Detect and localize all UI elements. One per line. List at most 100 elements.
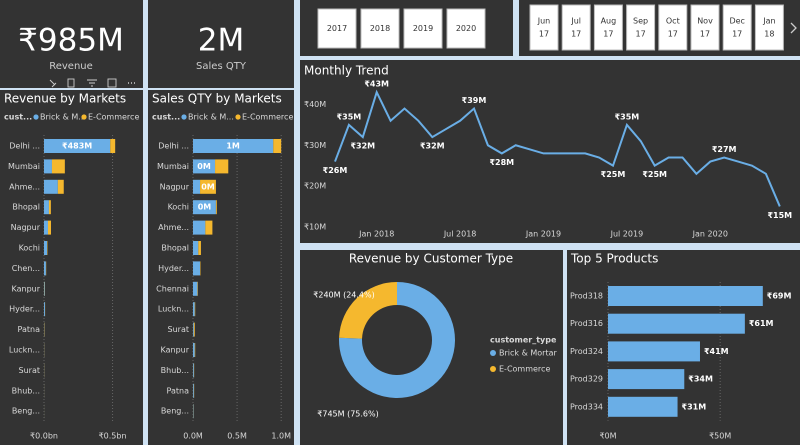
x-tick-label: ₹50M bbox=[709, 432, 731, 441]
bar bbox=[44, 200, 49, 215]
donut-slice bbox=[339, 282, 455, 399]
y-tick-label: Prod316 bbox=[570, 319, 603, 328]
bar bbox=[193, 139, 274, 153]
kpi-value: ₹985M bbox=[18, 23, 124, 59]
bar bbox=[193, 322, 195, 337]
year-button[interactable] bbox=[360, 8, 400, 49]
y-tick-label: Surat bbox=[168, 325, 189, 334]
y-tick-label: Prod318 bbox=[570, 292, 603, 301]
y-tick-label: ₹30M bbox=[304, 141, 326, 150]
x-tick-label: Jan 2020 bbox=[692, 230, 728, 239]
month-button-year: 17 bbox=[700, 30, 710, 39]
y-tick-label: Hyder... bbox=[158, 264, 189, 273]
year-button-label: 2017 bbox=[327, 24, 347, 33]
y-tick-label: Beng... bbox=[161, 407, 189, 416]
y-tick-label: Luckn... bbox=[158, 305, 189, 314]
y-tick-label: Patna bbox=[18, 325, 41, 334]
data-label: ₹26M bbox=[323, 166, 348, 175]
month-button[interactable] bbox=[658, 4, 688, 51]
data-label: ₹27M bbox=[712, 145, 737, 154]
x-tick-label: Jan 2019 bbox=[525, 230, 561, 239]
data-label: ₹240M (24.4%) bbox=[313, 291, 374, 300]
data-label: ₹25M bbox=[601, 170, 626, 179]
bar bbox=[215, 159, 229, 174]
bar bbox=[193, 179, 201, 194]
legend-marker bbox=[490, 366, 496, 372]
data-label: 0M bbox=[201, 182, 215, 191]
legend-marker bbox=[33, 114, 39, 120]
bar bbox=[193, 343, 195, 357]
focus-icon[interactable] bbox=[107, 78, 117, 88]
data-label: ₹61M bbox=[749, 319, 774, 328]
year-button[interactable] bbox=[317, 8, 357, 49]
month-button-year: 17 bbox=[732, 30, 742, 39]
x-tick-label: 0.0M bbox=[183, 432, 203, 441]
bar bbox=[44, 302, 45, 317]
legend-label: Brick & M... bbox=[40, 113, 86, 122]
data-label: ₹745M (75.6%) bbox=[317, 410, 378, 419]
chart-title: Sales QTY by Markets bbox=[152, 92, 282, 106]
data-label: ₹34M bbox=[688, 375, 713, 384]
data-label: ₹32M bbox=[420, 142, 445, 151]
y-tick-label: Nagpur bbox=[11, 223, 41, 232]
filter-icon[interactable] bbox=[87, 79, 97, 87]
month-button[interactable] bbox=[561, 4, 591, 51]
bar bbox=[47, 220, 51, 235]
y-tick-label: Surat bbox=[19, 366, 40, 375]
data-label: ₹41M bbox=[704, 347, 729, 356]
bar bbox=[110, 139, 116, 153]
data-label: ₹28M bbox=[489, 158, 514, 167]
bar bbox=[51, 159, 65, 174]
bar bbox=[193, 261, 201, 276]
bar bbox=[193, 363, 194, 378]
bar bbox=[215, 200, 217, 215]
month-button[interactable] bbox=[626, 4, 656, 51]
year-button-label: 2020 bbox=[456, 24, 476, 33]
month-button-year: 17 bbox=[571, 30, 581, 39]
y-tick-label: Bhopal bbox=[161, 244, 189, 253]
x-tick-label: Jul 2018 bbox=[443, 230, 477, 239]
y-tick-label: Kanpur bbox=[11, 284, 40, 293]
data-label: ₹35M bbox=[615, 112, 640, 121]
bar bbox=[48, 200, 51, 215]
month-button-year: 18 bbox=[764, 30, 774, 39]
bar bbox=[44, 220, 48, 235]
y-tick-label: Patna bbox=[167, 386, 190, 395]
copy-icon[interactable] bbox=[67, 78, 75, 88]
y-tick-label: Prod324 bbox=[570, 347, 603, 356]
line bbox=[334, 89, 781, 207]
pin-icon[interactable] bbox=[49, 79, 57, 88]
month-button[interactable] bbox=[529, 4, 559, 51]
month-button[interactable] bbox=[690, 4, 720, 51]
y-tick-label: Nagpur bbox=[160, 182, 190, 191]
y-tick-label: Kochi bbox=[168, 203, 189, 212]
next-arrow[interactable] bbox=[790, 22, 797, 34]
month-button-label: Oct bbox=[666, 17, 680, 26]
y-tick-label: Kanpur bbox=[160, 346, 189, 355]
data-label: ₹25M bbox=[642, 170, 667, 179]
y-tick-label: Luckn... bbox=[9, 346, 40, 355]
y-tick-label: ₹20M bbox=[304, 182, 326, 191]
data-label: ₹43M bbox=[364, 80, 389, 89]
legend-label: Brick & M... bbox=[188, 113, 234, 122]
legend-title: customer_type bbox=[490, 336, 557, 345]
y-tick-label: Prod334 bbox=[570, 402, 603, 411]
bar bbox=[193, 220, 206, 235]
y-tick-label: ₹40M bbox=[304, 100, 326, 109]
year-button[interactable] bbox=[446, 8, 486, 49]
month-button[interactable] bbox=[754, 4, 784, 51]
y-tick-label: ₹10M bbox=[304, 222, 326, 231]
bar bbox=[608, 341, 700, 362]
y-tick-label: Bhub... bbox=[161, 366, 189, 375]
bar bbox=[193, 159, 216, 174]
year-button[interactable] bbox=[403, 8, 443, 49]
legend-marker bbox=[490, 350, 496, 356]
month-button[interactable] bbox=[593, 4, 623, 51]
month-button-label: Nov bbox=[697, 17, 713, 26]
panel bbox=[0, 0, 143, 88]
bar bbox=[273, 139, 282, 153]
legend-label: Brick & Mortar bbox=[499, 349, 557, 358]
data-label: ₹483M bbox=[62, 142, 92, 151]
month-button[interactable] bbox=[722, 4, 752, 51]
